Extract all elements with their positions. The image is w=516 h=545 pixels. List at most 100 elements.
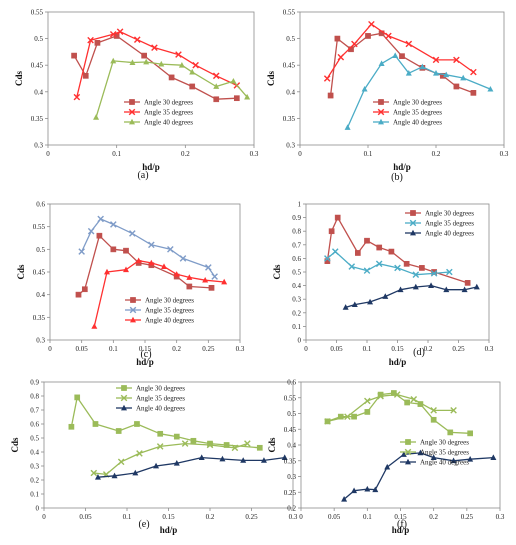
x-tick-label: 0.25 [452, 345, 465, 353]
y-tick-label: 0.35 [31, 115, 44, 123]
data-point [116, 28, 124, 35]
data-point [178, 62, 185, 68]
data-point [221, 278, 228, 285]
legend-swatch-marker [405, 458, 411, 465]
y-tick-label: 0.4 [30, 449, 39, 457]
y-tick-label: 0.7 [292, 241, 301, 249]
data-point [93, 114, 100, 120]
data-point [328, 228, 335, 235]
y-tick-label: 0.8 [30, 393, 39, 401]
plot-frame [299, 11, 505, 146]
data-point [82, 72, 89, 79]
data-point [213, 83, 220, 89]
legend-swatch-marker [377, 108, 385, 116]
y-axis-title: Cds [267, 437, 277, 453]
data-point [470, 90, 477, 96]
y-tick-label: 0.3 [286, 142, 295, 150]
data-point [148, 241, 155, 249]
data-point [157, 430, 164, 437]
x-tick-label: 0.2 [424, 345, 433, 353]
data-point [405, 69, 412, 76]
data-point [207, 440, 213, 447]
series-3 [342, 282, 480, 310]
data-point [378, 60, 385, 67]
data-point [141, 52, 147, 59]
data-point [212, 72, 220, 80]
data-point [384, 463, 391, 470]
y-tick-label: 0.25 [284, 489, 297, 497]
legend: Angle 30 degrees Angle 35 degrees Angle 40… [116, 385, 185, 413]
plot-frame [305, 203, 490, 341]
y-tick-label: 0.9 [292, 214, 301, 222]
data-point [467, 455, 474, 462]
data-point [364, 237, 370, 244]
data-point [464, 280, 471, 286]
data-point [327, 92, 334, 99]
y-tick-label: 0.2 [292, 309, 301, 317]
legend-swatch-marker [129, 118, 135, 125]
data-point [123, 247, 129, 254]
data-point [94, 40, 101, 46]
legend-swatch-marker [378, 99, 384, 105]
data-point [205, 264, 212, 271]
legend-swatch-marker [130, 297, 136, 303]
y-tick-label: 0.7 [30, 407, 39, 415]
data-point [110, 57, 117, 64]
data-point [192, 61, 199, 69]
data-point [431, 269, 437, 275]
legend-label: Angle 30 degrees [136, 385, 185, 393]
series-1 [68, 394, 263, 451]
data-point [135, 257, 142, 264]
legend: Angle 30 degrees Angle 35 degrees Angle 40… [125, 297, 194, 325]
y-tick-label: 0.8 [292, 228, 301, 236]
data-point [470, 68, 477, 76]
data-point [341, 495, 348, 502]
data-point [365, 33, 371, 39]
data-point [90, 469, 98, 477]
legend-label: Angle 40 degrees [145, 317, 194, 325]
legend-swatch-marker [409, 219, 417, 227]
data-point [175, 51, 182, 58]
data-point [281, 454, 288, 460]
y-tick-label: 0.6 [30, 421, 39, 429]
y-tick-label: 0.35 [283, 115, 296, 123]
y-tick-label: 0.1 [30, 491, 39, 499]
series-line [327, 393, 454, 423]
y-tick-label: 0.45 [284, 426, 297, 434]
legend-swatch-marker [120, 394, 128, 402]
legend-label: Angle 30 degrees [145, 297, 194, 305]
data-point [450, 457, 457, 464]
data-point [344, 413, 351, 420]
data-point [92, 421, 99, 427]
y-tick-label: 0.2 [30, 477, 39, 485]
data-point [487, 85, 494, 92]
legend-label: Angle 35 degrees [425, 220, 474, 228]
plot-frame [47, 11, 255, 146]
y-axis-title: Cds [10, 437, 20, 453]
x-tick-label: 0.15 [391, 345, 404, 353]
data-point [153, 462, 160, 469]
data-point [432, 56, 440, 64]
x-axis-title: hd/p [389, 357, 407, 367]
data-point [110, 221, 117, 228]
x-tick-label: 0.3 [500, 150, 509, 158]
y-axis-title: Cds [14, 71, 24, 87]
data-point [388, 248, 395, 255]
data-point [405, 40, 413, 48]
series-2 [78, 215, 218, 280]
series-2 [324, 391, 457, 425]
chart-panel-4: 0 0.1 0.2 0.3 0.4 0.5 0.6 0.7 0.8 0.9 1 0 0.05 0.1 0.1… [272, 201, 494, 368]
x-tick-label: 0 [48, 345, 52, 353]
data-point [419, 63, 426, 70]
y-tick-label: 0.5 [36, 246, 45, 254]
data-point [392, 52, 399, 59]
data-point [404, 399, 410, 406]
legend-label: Angle 40 degrees [393, 119, 442, 127]
y-tick-label: 1 [298, 201, 302, 209]
data-point [337, 413, 344, 420]
data-point [211, 273, 218, 280]
series-3 [91, 257, 228, 329]
data-point [97, 215, 104, 223]
legend-label: Angle 40 degrees [425, 230, 474, 238]
data-point [447, 429, 454, 436]
